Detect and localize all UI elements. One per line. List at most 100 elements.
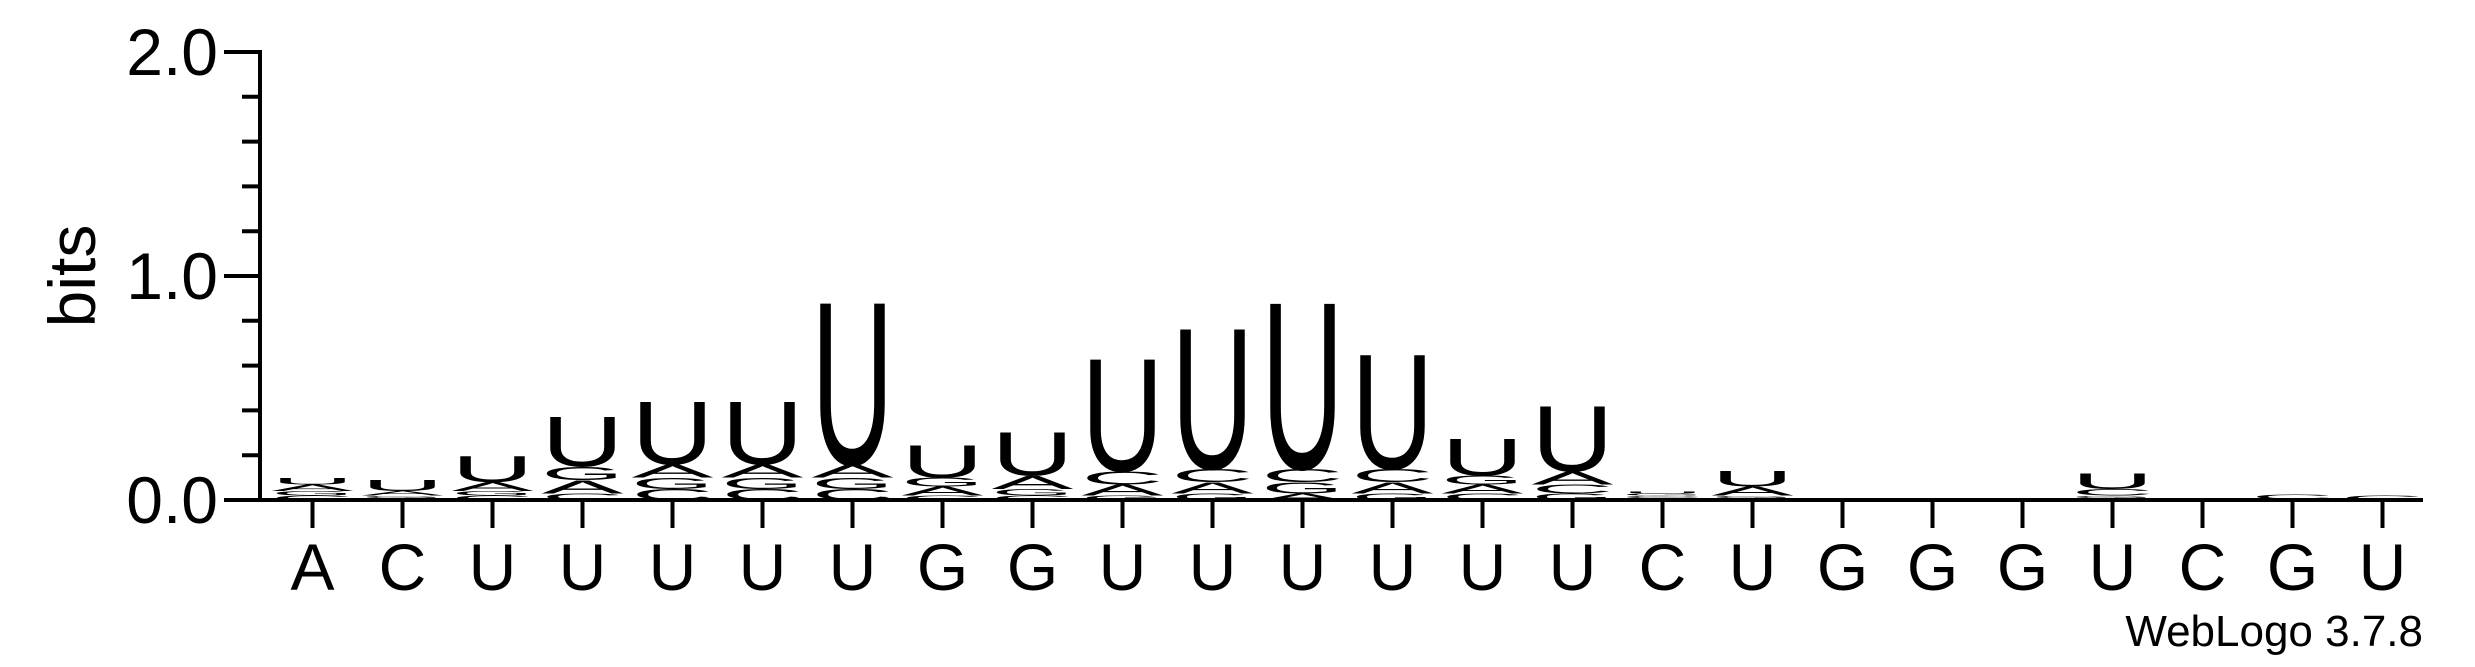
logo-letter: C [1442, 492, 1524, 502]
x-tick-label: C [1639, 530, 1687, 604]
logo-letter: C [2072, 487, 2154, 497]
logo-letter: U [542, 402, 624, 482]
logo-letter: G [452, 490, 534, 497]
x-tick-label: G [1907, 530, 1958, 604]
logo-letter: U [1172, 286, 1254, 512]
logo-letter: C [1712, 497, 1794, 500]
logo-letter: A [452, 480, 535, 494]
logo-letter: G [1082, 494, 1164, 501]
x-tick-label: A [290, 530, 334, 604]
x-tick-label: U [1369, 530, 1417, 604]
x-tick-label: U [1459, 530, 1507, 604]
x-tick-label: U [2089, 530, 2137, 604]
logo-letter: G [902, 475, 984, 489]
logo-letter: C [2252, 493, 2334, 500]
y-tick-label: 1.0 [126, 239, 218, 313]
logo-letter: C [992, 494, 1074, 501]
y-tick-label: 2.0 [126, 15, 218, 89]
x-tick-label: U [1729, 530, 1777, 604]
logo-letter: C [1082, 468, 1164, 489]
x-tick-label: C [2179, 530, 2227, 604]
logo-letter: G [362, 495, 444, 498]
logo-letter: G [1532, 492, 1614, 502]
x-tick-label: U [649, 530, 697, 604]
x-tick-label: U [1189, 530, 1237, 604]
logo-letter: U [1352, 320, 1434, 504]
logo-letter: U [1442, 428, 1524, 487]
logo-letter: A [632, 461, 714, 482]
x-tick-label: G [1817, 530, 1868, 604]
logo-letter: A [1262, 492, 1345, 502]
logo-letter: G [1442, 473, 1524, 487]
logo-letter: C [812, 486, 894, 503]
x-tick-label: U [1279, 530, 1327, 604]
logo-letter: C [2342, 494, 2424, 501]
logo-letter: U [722, 384, 804, 484]
logo-letter: U [452, 448, 534, 490]
logo-letter: G [722, 475, 804, 492]
logo-letter: G [1172, 492, 1254, 502]
logo-letter: U [1622, 490, 1704, 493]
logo-letter: G [992, 487, 1074, 497]
logo-letter: A [992, 472, 1074, 493]
logo-letter: C [1532, 482, 1614, 496]
logo-letter: A [542, 477, 624, 498]
logo-letter: A [2072, 497, 2155, 500]
logo-letter: A [1532, 468, 1614, 489]
logo-letter: C [722, 486, 804, 503]
x-tick-label: U [559, 530, 607, 604]
logo-letter: C [452, 494, 534, 501]
x-tick-label: G [2267, 530, 2318, 604]
logo-letter: U [1082, 325, 1164, 505]
x-tick-label: U [469, 530, 517, 604]
logo-letter: G [812, 475, 894, 492]
logo-letter: G [1262, 479, 1344, 496]
logo-letter: C [1172, 465, 1254, 486]
x-tick-label: U [1099, 530, 1147, 604]
footer: WebLogo 3.7.8 [2125, 607, 2423, 656]
logo-letter: A [902, 484, 985, 498]
logo-letter: C [902, 494, 984, 501]
logo-letter: C [542, 492, 624, 502]
logo-letter: U [1712, 467, 1794, 491]
logo-letter: G [632, 475, 714, 492]
logo-letter: C [362, 497, 444, 500]
x-tick-label: U [829, 530, 877, 604]
x-tick-label: G [1007, 530, 1058, 604]
logo-letter: U [2072, 469, 2154, 493]
logo-letter: G [1712, 495, 1794, 498]
logo-letter: A [362, 490, 445, 497]
logo-letter: G [542, 463, 624, 484]
logo-letter: A [272, 483, 355, 493]
x-tick-label: G [917, 530, 968, 604]
x-tick-label: C [379, 530, 427, 604]
logo-letter: C [632, 486, 714, 503]
y-tick-label: 0.0 [126, 463, 218, 537]
logo-letter: A [1622, 497, 1705, 500]
logo-letter: C [1262, 465, 1344, 486]
logo-letter: G [2072, 495, 2154, 498]
logo-letter: C [1622, 495, 1704, 498]
logo-letter: G [1352, 492, 1434, 502]
logo-letter: U [902, 435, 984, 488]
logo-letter: U [1262, 252, 1344, 520]
logo-letter: A [812, 461, 894, 482]
logo-letter: U [992, 419, 1074, 488]
logo-letter: A [1172, 479, 1254, 496]
logo-letter: A [722, 461, 804, 482]
logo-letter: U [362, 477, 444, 494]
logo-letter: G [272, 490, 354, 497]
x-tick-label: G [1997, 530, 2048, 604]
y-axis-label: bits [35, 225, 109, 328]
x-tick-label: U [739, 530, 787, 604]
logo-letter: A [1712, 484, 1795, 498]
logo-letter: C [272, 494, 354, 501]
logo-letter: U [272, 476, 354, 486]
x-tick-label: U [1549, 530, 1597, 604]
x-tick-label: U [2359, 530, 2407, 604]
logo-letter: U [1532, 387, 1614, 491]
logo-letter: U [632, 384, 714, 484]
logo-letter: C [1352, 465, 1434, 486]
logo-letter: A [2252, 499, 2335, 501]
